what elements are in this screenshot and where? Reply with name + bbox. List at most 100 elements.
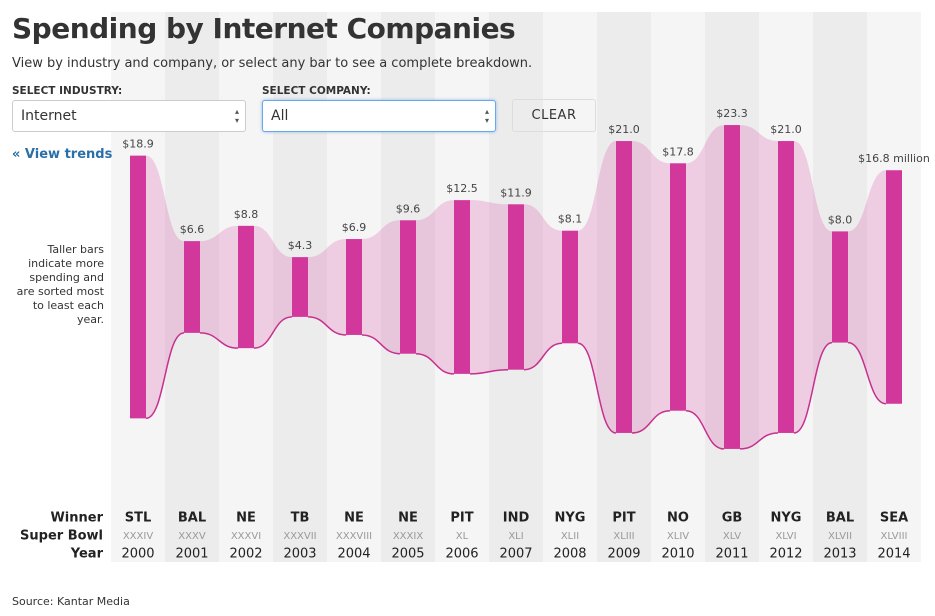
- value-label: $23.3: [716, 107, 748, 120]
- super-bowl: XLVI: [775, 531, 796, 542]
- year: 2009: [607, 547, 640, 562]
- winner: GB: [722, 511, 743, 526]
- flow: [794, 141, 832, 433]
- bar: [184, 241, 200, 333]
- super-bowl: XXXVII: [283, 531, 316, 542]
- row-label: Year: [70, 547, 104, 562]
- value-label: $18.9: [122, 138, 154, 151]
- bar: [778, 141, 794, 433]
- year: 2012: [769, 547, 802, 562]
- winner: BAL: [826, 511, 854, 526]
- industry-select[interactable]: Internet: [12, 100, 246, 132]
- flow: [308, 239, 346, 335]
- flow: [578, 141, 616, 433]
- bar: [454, 200, 470, 374]
- company-label: SELECT COMPANY:: [262, 85, 371, 97]
- year: 2007: [499, 547, 532, 562]
- value-label: $16.8 million: [858, 152, 930, 165]
- super-bowl: XL: [456, 531, 469, 542]
- flow-edge: [793, 341, 833, 434]
- super-bowl: XLIII: [613, 531, 634, 542]
- flow: [200, 225, 238, 349]
- value-label: $17.8: [662, 145, 694, 158]
- year: 2002: [229, 547, 262, 562]
- company-select[interactable]: All: [262, 100, 496, 132]
- winner: NYG: [555, 511, 586, 526]
- flow-edge: [739, 432, 779, 450]
- flow-edge: [469, 368, 509, 375]
- year: 2006: [445, 547, 478, 562]
- value-label: $8.8: [234, 208, 259, 221]
- super-bowl: XLII: [561, 531, 579, 542]
- flow-edge: [361, 334, 401, 355]
- year: 2004: [337, 547, 370, 562]
- row-label: Winner: [50, 511, 103, 526]
- flow: [254, 225, 292, 349]
- source: Source: Kantar Media: [12, 595, 130, 608]
- bar: [130, 155, 146, 419]
- winner: NO: [667, 511, 689, 526]
- winner: NYG: [771, 511, 802, 526]
- value-label: $21.0: [608, 123, 640, 136]
- flow-edge: [577, 342, 617, 434]
- value-label: $4.3: [288, 239, 313, 252]
- year: 2008: [553, 547, 586, 562]
- bar: [346, 239, 362, 335]
- bar: [670, 163, 686, 411]
- flow-edge: [145, 332, 185, 420]
- flow: [146, 155, 184, 419]
- industry-label: SELECT INDUSTRY:: [12, 85, 123, 97]
- flow-edge: [685, 409, 725, 450]
- super-bowl: XLVII: [828, 531, 852, 542]
- winner: SEA: [880, 511, 908, 526]
- clear-button[interactable]: CLEAR: [512, 99, 596, 132]
- subtitle: View by industry and company, or select …: [12, 56, 533, 71]
- row-label: Super Bowl: [20, 529, 103, 544]
- super-bowl: XXXVI: [231, 531, 261, 542]
- super-bowl: XXXVIII: [336, 531, 372, 542]
- flow: [362, 220, 400, 354]
- winner: STL: [125, 511, 152, 526]
- winner: NE: [344, 511, 364, 526]
- value-label: $21.0: [770, 123, 802, 136]
- year: 2000: [121, 547, 154, 562]
- winner: PIT: [612, 511, 635, 526]
- year: 2014: [877, 547, 910, 562]
- super-bowl: XLIV: [667, 531, 689, 542]
- bar: [508, 204, 524, 370]
- flow-edge: [415, 352, 455, 375]
- year: 2005: [391, 547, 424, 562]
- flow: [470, 200, 508, 374]
- title: Spending by Internet Companies: [12, 12, 516, 45]
- flow: [848, 170, 886, 404]
- value-label: $9.6: [396, 202, 421, 215]
- bar: [562, 230, 578, 344]
- bar: [238, 225, 254, 349]
- flow: [632, 141, 670, 433]
- flow-edge: [847, 341, 887, 405]
- flow: [740, 125, 778, 449]
- super-bowl: XXXIV: [123, 531, 154, 542]
- view-trends-link[interactable]: « View trends: [12, 147, 113, 162]
- bar: [832, 231, 848, 343]
- super-bowl: XXXIX: [393, 531, 424, 542]
- flow: [416, 200, 454, 374]
- super-bowl: XLV: [723, 531, 741, 542]
- bar: [292, 257, 308, 317]
- year: 2010: [661, 547, 694, 562]
- super-bowl: XLI: [508, 531, 523, 542]
- winner: TB: [291, 511, 310, 526]
- bar: [616, 141, 632, 433]
- super-bowl: XLVIII: [880, 531, 907, 542]
- value-label: $12.5: [446, 182, 478, 195]
- flow-edge: [523, 342, 563, 371]
- flow-edge: [631, 409, 671, 434]
- flow-edge: [307, 316, 347, 336]
- winner: BAL: [178, 511, 206, 526]
- value-label: $6.6: [180, 223, 205, 236]
- flow-edge: [253, 316, 293, 349]
- year: 2011: [715, 547, 748, 562]
- year: 2003: [283, 547, 316, 562]
